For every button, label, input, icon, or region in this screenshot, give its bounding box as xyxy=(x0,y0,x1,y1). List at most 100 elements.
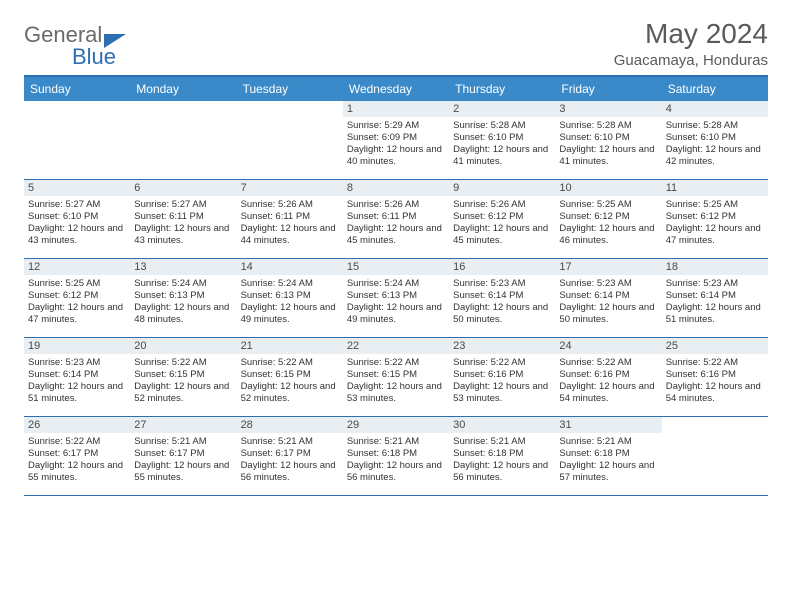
day-number: 7 xyxy=(237,180,343,196)
day-number: 18 xyxy=(662,259,768,275)
day-info: Sunrise: 5:28 AMSunset: 6:10 PMDaylight:… xyxy=(666,120,764,168)
day-info: Sunrise: 5:22 AMSunset: 6:15 PMDaylight:… xyxy=(347,357,445,405)
logo: GeneralBlue xyxy=(24,24,126,68)
day-info: Sunrise: 5:23 AMSunset: 6:14 PMDaylight:… xyxy=(559,278,657,326)
day-number: 1 xyxy=(343,101,449,117)
calendar: Sunday Monday Tuesday Wednesday Thursday… xyxy=(24,75,768,496)
logo-triangle-icon xyxy=(104,34,126,52)
day-cell: 29 Sunrise: 5:21 AMSunset: 6:18 PMDayligh… xyxy=(343,417,449,495)
day-number: 10 xyxy=(555,180,661,196)
day-info: Sunrise: 5:24 AMSunset: 6:13 PMDaylight:… xyxy=(347,278,445,326)
day-info: Sunrise: 5:27 AMSunset: 6:10 PMDaylight:… xyxy=(28,199,126,247)
day-info: Sunrise: 5:21 AMSunset: 6:18 PMDaylight:… xyxy=(559,436,657,484)
day-cell: 28 Sunrise: 5:21 AMSunset: 6:17 PMDayligh… xyxy=(237,417,343,495)
day-number: 14 xyxy=(237,259,343,275)
day-info: Sunrise: 5:25 AMSunset: 6:12 PMDaylight:… xyxy=(28,278,126,326)
day-cell xyxy=(237,101,343,179)
day-info: Sunrise: 5:22 AMSunset: 6:16 PMDaylight:… xyxy=(453,357,551,405)
day-info: Sunrise: 5:28 AMSunset: 6:10 PMDaylight:… xyxy=(559,120,657,168)
day-cell: 6 Sunrise: 5:27 AMSunset: 6:11 PMDaylight… xyxy=(130,180,236,258)
day-info: Sunrise: 5:24 AMSunset: 6:13 PMDaylight:… xyxy=(241,278,339,326)
day-cell: 5 Sunrise: 5:27 AMSunset: 6:10 PMDaylight… xyxy=(24,180,130,258)
day-info: Sunrise: 5:25 AMSunset: 6:12 PMDaylight:… xyxy=(666,199,764,247)
day-header: Saturday xyxy=(662,77,768,101)
day-cell: 30Sunrise: 5:21 AMSunset: 6:18 PMDayligh… xyxy=(449,417,555,495)
day-number: 4 xyxy=(662,101,768,117)
day-number: 3 xyxy=(555,101,661,117)
day-cell: 26 Sunrise: 5:22 AMSunset: 6:17 PMDayligh… xyxy=(24,417,130,495)
day-cell: 25 Sunrise: 5:22 AMSunset: 6:16 PMDayligh… xyxy=(662,338,768,416)
day-info: Sunrise: 5:23 AMSunset: 6:14 PMDaylight:… xyxy=(28,357,126,405)
day-number: 6 xyxy=(130,180,236,196)
day-cell: 9Sunrise: 5:26 AMSunset: 6:12 PMDaylight… xyxy=(449,180,555,258)
day-cell: 2 Sunrise: 5:28 AMSunset: 6:10 PMDaylight… xyxy=(449,101,555,179)
day-header: Friday xyxy=(555,77,661,101)
day-number: 9 xyxy=(449,180,555,196)
day-number: 2 xyxy=(449,101,555,117)
day-cell: 15 Sunrise: 5:24 AMSunset: 6:13 PMDayligh… xyxy=(343,259,449,337)
day-info: Sunrise: 5:21 AMSunset: 6:18 PMDaylight:… xyxy=(347,436,445,484)
week-row: 12 Sunrise: 5:25 AMSunset: 6:12 PMDayligh… xyxy=(24,259,768,338)
day-cell: 24Sunrise: 5:22 AMSunset: 6:16 PMDayligh… xyxy=(555,338,661,416)
day-info: Sunrise: 5:24 AMSunset: 6:13 PMDaylight:… xyxy=(134,278,232,326)
day-cell xyxy=(662,417,768,495)
title-block: May 2024 Guacamaya, Honduras xyxy=(614,18,768,69)
day-number: 5 xyxy=(24,180,130,196)
day-cell: 22Sunrise: 5:22 AMSunset: 6:15 PMDayligh… xyxy=(343,338,449,416)
day-header-row: Sunday Monday Tuesday Wednesday Thursday… xyxy=(24,77,768,101)
day-cell: 14 Sunrise: 5:24 AMSunset: 6:13 PMDayligh… xyxy=(237,259,343,337)
day-header: Sunday xyxy=(24,77,130,101)
day-number: 12 xyxy=(24,259,130,275)
day-cell: 13 Sunrise: 5:24 AMSunset: 6:13 PMDayligh… xyxy=(130,259,236,337)
day-cell: 19 Sunrise: 5:23 AMSunset: 6:14 PMDayligh… xyxy=(24,338,130,416)
day-cell: 20 Sunrise: 5:22 AMSunset: 6:15 PMDayligh… xyxy=(130,338,236,416)
day-cell: 31Sunrise: 5:21 AMSunset: 6:18 PMDayligh… xyxy=(555,417,661,495)
day-info: Sunrise: 5:26 AMSunset: 6:11 PMDaylight:… xyxy=(347,199,445,247)
day-number: 17 xyxy=(555,259,661,275)
week-row: 1 Sunrise: 5:29 AMSunset: 6:09 PMDaylight… xyxy=(24,101,768,180)
day-cell: 11 Sunrise: 5:25 AMSunset: 6:12 PMDayligh… xyxy=(662,180,768,258)
calendar-page: GeneralBlue May 2024 Guacamaya, Honduras… xyxy=(0,0,792,514)
day-header: Tuesday xyxy=(237,77,343,101)
day-info: Sunrise: 5:23 AMSunset: 6:14 PMDaylight:… xyxy=(666,278,764,326)
page-subtitle: Guacamaya, Honduras xyxy=(614,52,768,69)
day-cell: 18 Sunrise: 5:23 AMSunset: 6:14 PMDayligh… xyxy=(662,259,768,337)
day-cell: 7 Sunrise: 5:26 AMSunset: 6:11 PMDaylight… xyxy=(237,180,343,258)
week-row: 19 Sunrise: 5:23 AMSunset: 6:14 PMDayligh… xyxy=(24,338,768,417)
day-cell: 8Sunrise: 5:26 AMSunset: 6:11 PMDaylight… xyxy=(343,180,449,258)
week-row: 5 Sunrise: 5:27 AMSunset: 6:10 PMDaylight… xyxy=(24,180,768,259)
day-info: Sunrise: 5:29 AMSunset: 6:09 PMDaylight:… xyxy=(347,120,445,168)
day-number: 16 xyxy=(449,259,555,275)
day-info: Sunrise: 5:27 AMSunset: 6:11 PMDaylight:… xyxy=(134,199,232,247)
day-cell: 12 Sunrise: 5:25 AMSunset: 6:12 PMDayligh… xyxy=(24,259,130,337)
header: GeneralBlue May 2024 Guacamaya, Honduras xyxy=(24,18,768,69)
day-info: Sunrise: 5:28 AMSunset: 6:10 PMDaylight:… xyxy=(453,120,551,168)
day-header: Monday xyxy=(130,77,236,101)
day-number: 29 xyxy=(343,417,449,433)
day-number: 20 xyxy=(130,338,236,354)
day-number: 25 xyxy=(662,338,768,354)
day-info: Sunrise: 5:22 AMSunset: 6:15 PMDaylight:… xyxy=(241,357,339,405)
week-row: 26 Sunrise: 5:22 AMSunset: 6:17 PMDayligh… xyxy=(24,417,768,496)
day-cell: 4 Sunrise: 5:28 AMSunset: 6:10 PMDaylight… xyxy=(662,101,768,179)
day-cell: 16 Sunrise: 5:23 AMSunset: 6:14 PMDayligh… xyxy=(449,259,555,337)
day-number: 19 xyxy=(24,338,130,354)
day-number: 23 xyxy=(449,338,555,354)
day-info: Sunrise: 5:23 AMSunset: 6:14 PMDaylight:… xyxy=(453,278,551,326)
day-number: 13 xyxy=(130,259,236,275)
day-info: Sunrise: 5:22 AMSunset: 6:16 PMDaylight:… xyxy=(666,357,764,405)
page-title: May 2024 xyxy=(614,18,768,50)
day-info: Sunrise: 5:21 AMSunset: 6:17 PMDaylight:… xyxy=(241,436,339,484)
day-header: Thursday xyxy=(449,77,555,101)
day-number: 26 xyxy=(24,417,130,433)
day-info: Sunrise: 5:22 AMSunset: 6:17 PMDaylight:… xyxy=(28,436,126,484)
day-cell: 21Sunrise: 5:22 AMSunset: 6:15 PMDayligh… xyxy=(237,338,343,416)
day-number: 28 xyxy=(237,417,343,433)
day-info: Sunrise: 5:22 AMSunset: 6:15 PMDaylight:… xyxy=(134,357,232,405)
day-cell: 10Sunrise: 5:25 AMSunset: 6:12 PMDayligh… xyxy=(555,180,661,258)
day-number: 15 xyxy=(343,259,449,275)
day-info: Sunrise: 5:21 AMSunset: 6:17 PMDaylight:… xyxy=(134,436,232,484)
day-info: Sunrise: 5:26 AMSunset: 6:11 PMDaylight:… xyxy=(241,199,339,247)
day-number: 11 xyxy=(662,180,768,196)
day-cell: 27Sunrise: 5:21 AMSunset: 6:17 PMDayligh… xyxy=(130,417,236,495)
